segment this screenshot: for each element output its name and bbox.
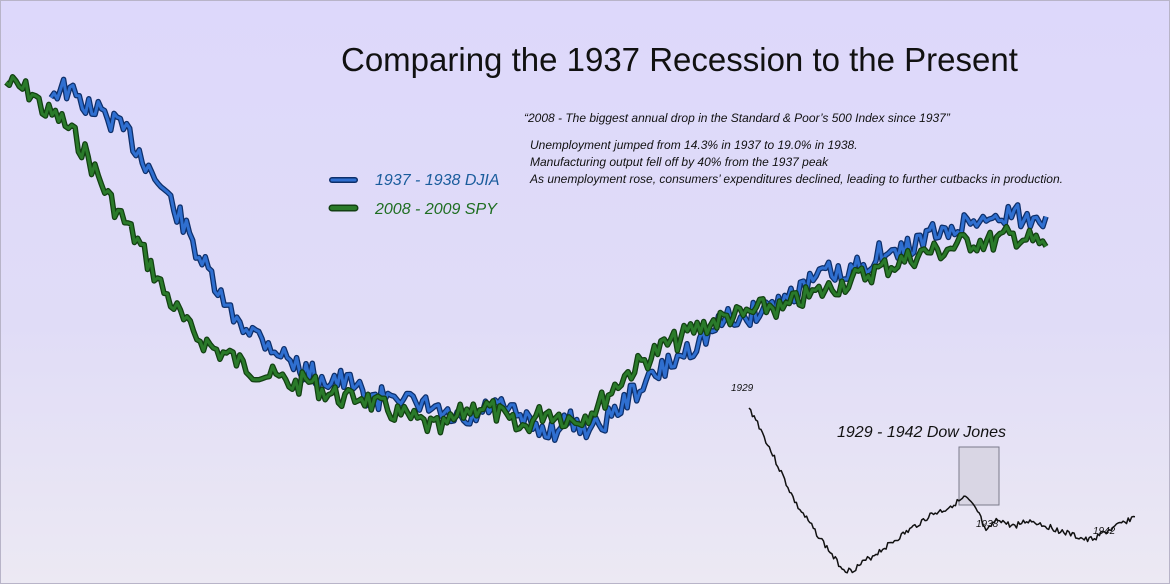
quote-text: “2008 - The biggest annual drop in the S…: [524, 111, 950, 125]
legend-label-spy: 2008 - 2009 SPY: [375, 201, 497, 218]
chart-title: Comparing the 1937 Recession to the Pres…: [341, 41, 1018, 78]
fact-consumers: As unemployment rose, consumers’ expendi…: [530, 172, 1063, 186]
legend-label-djia: 1937 - 1938 DJIA: [375, 172, 500, 189]
spy-line: [5, 75, 1048, 435]
inset-tick-label-1929: 1929: [731, 383, 754, 394]
inset-title: 1929 - 1942 Dow Jones: [837, 424, 1006, 441]
fact-unemployment: Unemployment jumped from 14.3% in 1937 t…: [530, 138, 858, 152]
dow-jones-line: [748, 407, 1136, 574]
fact-manufacturing: Manufacturing output fell off by 40% fro…: [530, 155, 829, 169]
djia-line: [49, 77, 1048, 442]
inset-tick-label-1942: 1942: [1093, 526, 1116, 537]
highlight-1937-1938: [958, 446, 1000, 506]
inset-tick-label-1938: 1938: [976, 519, 999, 530]
